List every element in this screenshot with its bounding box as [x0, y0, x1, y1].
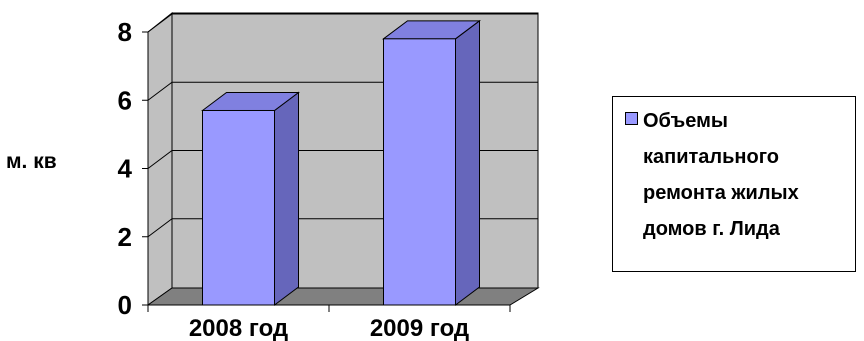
legend-swatch — [625, 112, 638, 125]
gridline — [147, 13, 538, 33]
x-tick-label: 2009 год — [370, 315, 469, 341]
y-tick-label: 8 — [118, 17, 132, 47]
bars — [201, 19, 481, 306]
y-axis-label: м. кв — [6, 150, 57, 173]
legend-label: Объемы капитального ремонта жилых домов … — [643, 110, 799, 240]
y-tick-label: 6 — [118, 85, 132, 115]
bar-front — [383, 38, 456, 306]
bar — [201, 91, 300, 306]
y-tick-label: 0 — [118, 290, 132, 320]
bar-front — [202, 109, 275, 306]
legend: Объемы капитального ремонта жилых домов … — [612, 96, 856, 272]
bar-side — [274, 91, 299, 306]
bar-side — [455, 19, 480, 306]
bar — [382, 19, 481, 306]
x-axis: 2008 год 2009 год — [147, 305, 511, 341]
x-tick-label: 2008 год — [189, 315, 288, 341]
y-tick-label: 2 — [118, 222, 132, 252]
y-axis: 0 2 4 6 8 — [118, 17, 149, 320]
y-tick-label: 4 — [118, 154, 133, 184]
